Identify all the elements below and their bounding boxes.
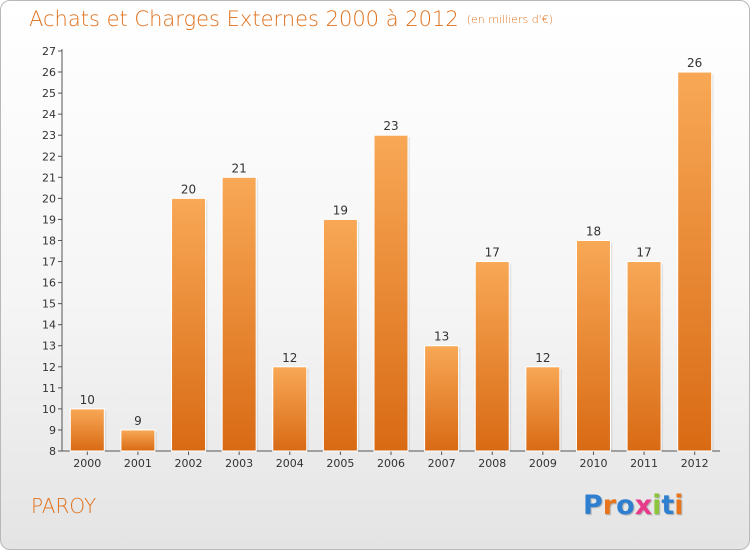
- x-tick-label: 2004: [276, 457, 304, 470]
- bar-value-label: 18: [586, 224, 601, 238]
- y-tick-label: 18: [42, 234, 56, 247]
- logo-letter: t: [661, 490, 675, 521]
- logo-letter: x: [634, 490, 653, 521]
- bar-value-label: 12: [535, 351, 550, 365]
- bar-value-label: 20: [181, 182, 196, 196]
- x-tick-label: 2005: [326, 457, 354, 470]
- bar: [424, 345, 460, 452]
- y-tick-label: 19: [42, 213, 56, 226]
- chart-title: Achats et Charges Externes 2000 à 2012 (e…: [29, 7, 553, 31]
- bar-value-label: 12: [282, 351, 297, 365]
- bar: [272, 366, 308, 452]
- logo-letter: i: [674, 490, 684, 521]
- logo-letter: o: [616, 490, 635, 521]
- x-tick-label: 2001: [124, 457, 152, 470]
- y-tick-label: 23: [42, 129, 56, 142]
- y-tick-label: 16: [42, 277, 56, 290]
- x-tick-label: 2002: [175, 457, 203, 470]
- y-tick-label: 15: [42, 298, 56, 311]
- y-tick-label: 13: [42, 340, 56, 353]
- bar-value-label: 13: [434, 330, 449, 344]
- x-tick-label: 2006: [377, 457, 405, 470]
- logo-letter: r: [602, 490, 617, 521]
- bar: [474, 261, 510, 452]
- x-tick-label: 2007: [428, 457, 456, 470]
- bars: 10 9 20 21 12 19 23 13 17 12 18 17 26: [69, 56, 714, 452]
- bar: [171, 197, 207, 452]
- logo-letter: P: [583, 490, 603, 521]
- y-tick-label: 11: [42, 382, 56, 395]
- bar: [677, 71, 713, 452]
- bar-value-label: 17: [636, 246, 651, 260]
- logo-letter: i: [652, 490, 662, 521]
- bar: [525, 366, 561, 452]
- proxiti-logo: Proxiti: [583, 490, 684, 521]
- y-tick-label: 27: [42, 45, 56, 58]
- bar: [221, 176, 257, 452]
- bar: [120, 429, 156, 452]
- y-tick-label: 14: [42, 319, 56, 332]
- y-tick-label: 9: [49, 424, 56, 437]
- bar: [322, 218, 358, 452]
- x-tick-label: 2011: [630, 457, 658, 470]
- y-tick-label: 20: [42, 192, 56, 205]
- y-tick-label: 22: [42, 150, 56, 163]
- bar-value-label: 21: [232, 161, 247, 175]
- bar-value-label: 23: [383, 119, 398, 133]
- x-tick-label: 2010: [579, 457, 607, 470]
- y-tick-label: 17: [42, 256, 56, 269]
- x-tick-label: 2008: [478, 457, 506, 470]
- bar-value-label: 10: [80, 393, 95, 407]
- y-tick-label: 24: [42, 108, 56, 121]
- y-tick-label: 21: [42, 171, 56, 184]
- x-tick-label: 2009: [529, 457, 557, 470]
- bar: [69, 408, 105, 452]
- bar: [626, 261, 662, 452]
- x-tick-label: 2000: [73, 457, 101, 470]
- y-tick-label: 10: [42, 403, 56, 416]
- chart-unit: (en milliers d'€): [466, 13, 553, 26]
- bar: [373, 134, 409, 452]
- y-tick-label: 25: [42, 87, 56, 100]
- axes: 8 9 10 11 12 13 14 15 16 17 18 19 20 21 22 23 24 25 26 27 20…: [42, 45, 720, 470]
- x-tick-label: 2012: [681, 457, 709, 470]
- x-tick-label: 2003: [225, 457, 253, 470]
- y-tick-label: 8: [49, 445, 56, 458]
- commune-name: PAROY: [31, 494, 97, 518]
- y-tick-label: 26: [42, 66, 56, 79]
- y-tick-label: 12: [42, 361, 56, 374]
- bar-value-label: 19: [333, 203, 348, 217]
- bar-value-label: 9: [134, 414, 142, 428]
- bar-value-label: 26: [687, 56, 702, 70]
- bar: [575, 239, 611, 452]
- chart-title-text: Achats et Charges Externes 2000 à 2012: [29, 7, 459, 31]
- bar-value-label: 17: [485, 246, 500, 260]
